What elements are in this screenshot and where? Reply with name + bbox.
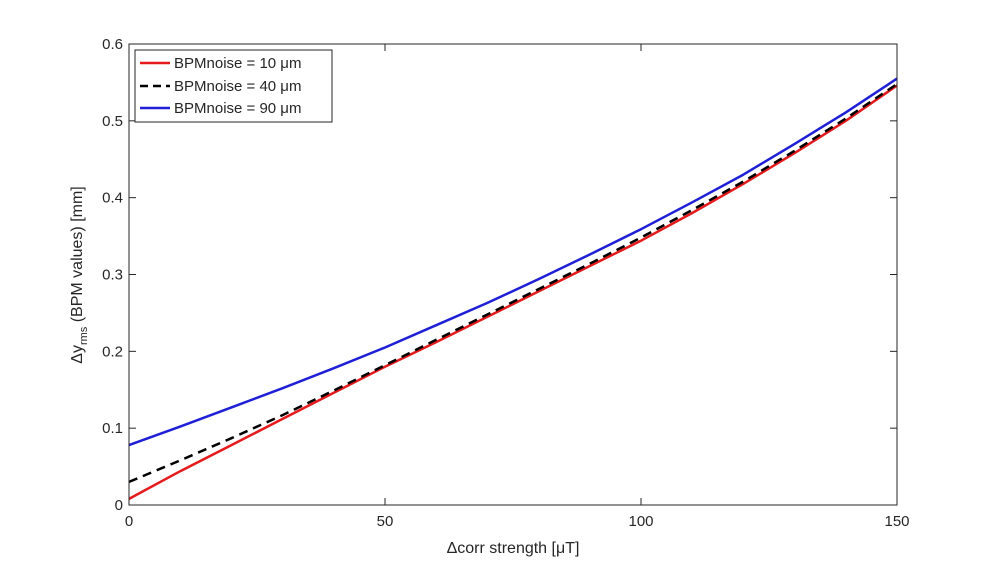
x-tick-label-2: 100 <box>628 513 653 530</box>
x-axis-label: Δcorr strength [μT] <box>447 540 580 557</box>
y-tick-label-4: 0.4 <box>102 190 123 207</box>
y-axis-label-rest: (BPM values) [mm] <box>69 186 86 326</box>
y-tick-label-0: 0 <box>115 497 123 514</box>
y-axis-label-subscript: rms <box>78 326 90 345</box>
y-tick-label-6: 0.6 <box>102 36 123 53</box>
y-tick-label-5: 0.5 <box>102 113 123 130</box>
legend-label-2: BPMnoise = 40 μm <box>174 78 301 95</box>
legend-label-1: BPMnoise = 10 μm <box>174 55 301 72</box>
y-tick-label-2: 0.2 <box>102 343 123 360</box>
series-line-1 <box>128 84 898 500</box>
series-line-3 <box>128 77 898 447</box>
x-tick-label-1: 50 <box>377 513 394 530</box>
x-tick-label-3: 150 <box>884 513 909 530</box>
series-lines <box>128 77 898 500</box>
legend: BPMnoise = 10 μm BPMnoise = 40 μm BPMnoi… <box>134 49 333 123</box>
legend-label-3: BPMnoise = 90 μm <box>174 100 301 117</box>
series-line-2 <box>128 82 898 484</box>
axes-box <box>128 43 898 506</box>
y-axis-label: Δyrms (BPM values) [mm] <box>69 186 90 363</box>
y-tick-label-1: 0.1 <box>102 420 123 437</box>
y-tick-label-3: 0.3 <box>102 267 123 284</box>
y-axis-label-main: Δy <box>69 345 86 364</box>
x-tick-label-0: 0 <box>125 513 133 530</box>
